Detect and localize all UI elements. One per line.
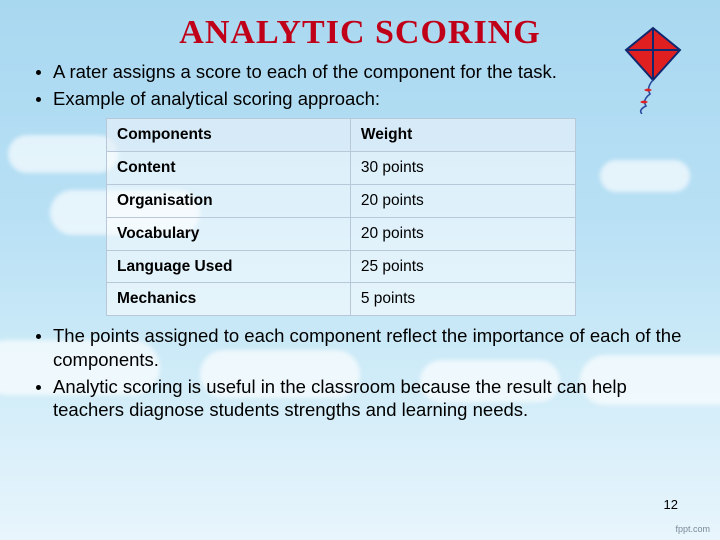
table-row: Mechanics 5 points [107,283,576,316]
cell-weight: 25 points [350,250,575,283]
scoring-table-container: Components Weight Content 30 points Orga… [106,118,576,316]
page-number: 12 [664,497,678,512]
bullet-text: Analytic scoring is useful in the classr… [53,375,684,422]
cell-component: Vocabulary [107,217,351,250]
bullet-dot [36,334,41,339]
bottom-bullets: The points assigned to each component re… [36,324,684,422]
top-bullets: A rater assigns a score to each of the c… [36,60,684,110]
cell-weight: 5 points [350,283,575,316]
cell-component: Mechanics [107,283,351,316]
cell-weight: 30 points [350,152,575,185]
scoring-table: Components Weight Content 30 points Orga… [106,118,576,316]
slide-title: ANALYTIC SCORING [0,0,720,52]
cell-weight: 20 points [350,217,575,250]
table-row: Language Used 25 points [107,250,576,283]
cell-weight: 20 points [350,185,575,218]
slide-content: A rater assigns a score to each of the c… [0,52,720,422]
table-row: Content 30 points [107,152,576,185]
bullet-dot [36,385,41,390]
cell-component: Organisation [107,185,351,218]
cell-component: Language Used [107,250,351,283]
table-header-row: Components Weight [107,119,576,152]
list-item: A rater assigns a score to each of the c… [36,60,684,84]
table-row: Organisation 20 points [107,185,576,218]
bullet-text: A rater assigns a score to each of the c… [53,60,684,84]
col-header-components: Components [107,119,351,152]
footer-attribution: fppt.com [675,524,710,534]
table-row: Vocabulary 20 points [107,217,576,250]
bullet-dot [36,97,41,102]
list-item: Analytic scoring is useful in the classr… [36,375,684,422]
cell-component: Content [107,152,351,185]
bullet-text: Example of analytical scoring approach: [53,87,684,111]
col-header-weight: Weight [350,119,575,152]
bullet-dot [36,70,41,75]
bullet-text: The points assigned to each component re… [53,324,684,371]
list-item: The points assigned to each component re… [36,324,684,371]
list-item: Example of analytical scoring approach: [36,87,684,111]
